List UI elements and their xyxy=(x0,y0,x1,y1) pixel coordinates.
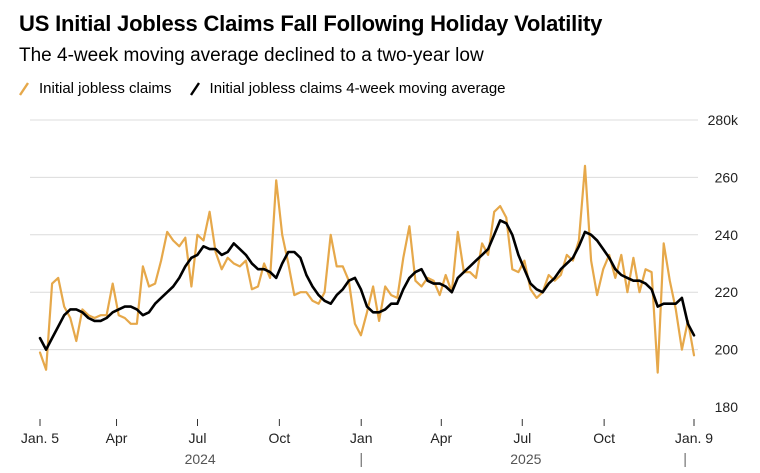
series-line-moving-average xyxy=(38,219,696,351)
y-tick-label: 220 xyxy=(715,284,739,300)
legend-label-average: Initial jobless claims 4-week moving ave… xyxy=(209,80,506,97)
chart-subtitle: The 4-week moving average declined to a … xyxy=(19,45,484,66)
axis-layer: 180 200 220 240 260 280k Jan. 5 Apr Jul Oct Jan Apr… xyxy=(21,112,739,467)
x-year-label: 2025 xyxy=(510,451,541,467)
y-tick-label: 200 xyxy=(715,342,739,358)
chart-legend: Initial jobless claims Initial jobless c… xyxy=(19,80,524,97)
series-layer xyxy=(38,164,696,374)
chart-title: US Initial Jobless Claims Fall Following… xyxy=(19,11,603,36)
y-tick-label: 280k xyxy=(708,112,739,128)
x-tick-label: Jul xyxy=(513,430,531,446)
legend-item-claims: Initial jobless claims xyxy=(19,80,172,97)
y-tick-label: 180 xyxy=(715,399,739,415)
x-tick-label: Apr xyxy=(106,430,128,446)
legend-swatch-claims xyxy=(19,81,29,96)
legend-item-average: Initial jobless claims 4-week moving ave… xyxy=(189,80,506,97)
grid-layer xyxy=(30,119,698,351)
legend-label-claims: Initial jobless claims xyxy=(39,80,172,97)
y-tick-label: 240 xyxy=(715,227,739,243)
x-tick-label: Jul xyxy=(189,430,207,446)
x-tick-label: Apr xyxy=(430,430,452,446)
series-line-claims xyxy=(38,164,696,374)
legend-swatch-average xyxy=(189,81,200,96)
x-year-label: 2024 xyxy=(185,451,216,467)
x-tick-label: Jan xyxy=(350,430,373,446)
x-tick-label: Oct xyxy=(268,430,290,446)
x-tick-label: Jan. 9 xyxy=(675,430,713,446)
x-tick-label: Oct xyxy=(593,430,615,446)
x-tick-label: Jan. 5 xyxy=(21,430,59,446)
y-tick-label: 260 xyxy=(715,169,739,185)
